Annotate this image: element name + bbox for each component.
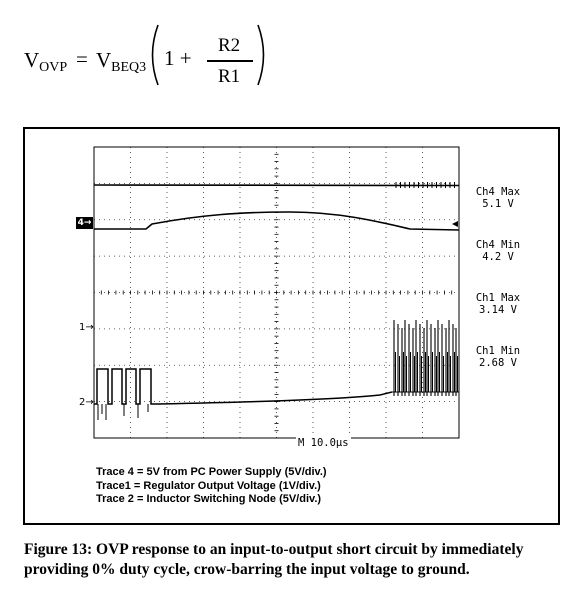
ch1-max-readout: Ch1 Max 3.14 V <box>460 292 536 316</box>
legend-line-trace4: Trace 4 = 5V from PC Power Supply (5V/di… <box>96 466 327 478</box>
fraction-bar <box>207 60 253 62</box>
equation-numerator: R2 <box>218 35 241 56</box>
ch1-max-value: 3.14 V <box>479 304 517 316</box>
ch4-min-value: 4.2 V <box>482 251 514 263</box>
equation-equals: = <box>76 47 88 71</box>
ch4-max-value: 5.1 V <box>482 198 514 210</box>
ovp-equation: VOVP = VBEQ3 1 + R2 R1 <box>0 0 300 100</box>
ch1-min-label: Ch1 Min <box>475 345 521 357</box>
ch1-trace-marker: 1→ <box>79 322 94 333</box>
ch4-min-label: Ch4 Min <box>475 239 521 251</box>
trace-legend: Trace 4 = 5V from PC Power Supply (5V/di… <box>96 466 327 507</box>
ch1-min-value: 2.68 V <box>479 357 517 369</box>
trace-ch2-switching-node <box>94 368 393 405</box>
timebase-readout: M 10.0µs <box>296 437 351 449</box>
ch4-trace-marker: 4→ <box>76 217 93 229</box>
equation-lhs: VOVP <box>24 48 68 75</box>
ch4-min-readout: Ch4 Min 4.2 V <box>460 239 536 263</box>
trace-ch1-regulator-output <box>94 211 460 231</box>
ch4-max-label: Ch4 Max <box>475 186 521 198</box>
trace-ch4-supply <box>93 184 460 187</box>
ch1-min-readout: Ch1 Min 2.68 V <box>460 345 536 369</box>
legend-line-trace2: Trace 2 = Inductor Switching Node (5V/di… <box>96 493 322 505</box>
figure-frame <box>23 127 560 525</box>
equation-denominator: R1 <box>218 66 241 87</box>
right-parenthesis <box>257 24 265 86</box>
ch1-right-marker-arrow <box>452 221 458 227</box>
legend-line-trace1: Trace1 = Regulator Output Voltage (1V/di… <box>96 479 321 492</box>
equation-vbe-term: VBEQ3 <box>96 48 147 75</box>
equation-one-plus: 1 + <box>164 46 192 70</box>
figure-caption: Figure 13: OVP response to an input-to-o… <box>24 541 524 578</box>
left-parenthesis <box>151 24 159 86</box>
ch1-max-label: Ch1 Max <box>475 292 521 304</box>
ch2-trace-marker: 2→ <box>79 397 94 408</box>
ch4-max-readout: Ch4 Max 5.1 V <box>460 186 536 210</box>
